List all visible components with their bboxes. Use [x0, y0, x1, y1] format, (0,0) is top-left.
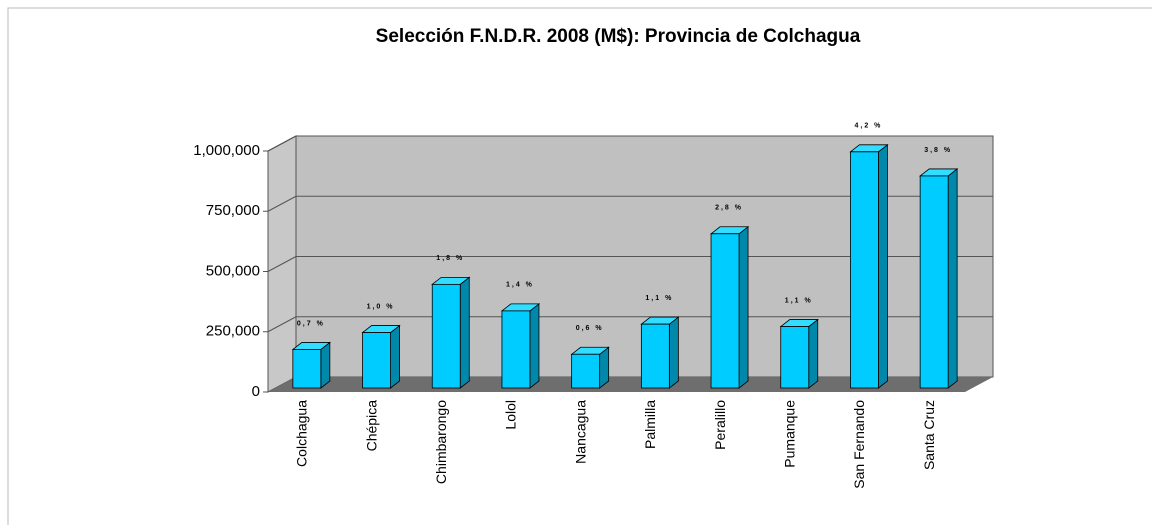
- bar-annotation: 2,8 %: [715, 205, 743, 212]
- bar: [780, 326, 810, 389]
- x-tick-label: Lolol: [503, 400, 519, 430]
- bar-annotation: 1,1 %: [785, 297, 813, 304]
- bar-side: [529, 303, 540, 389]
- bar-annotation: 1,0 %: [367, 303, 395, 310]
- bar: [431, 283, 461, 389]
- bar-side: [878, 144, 888, 389]
- bar-annotation: 1,1 %: [645, 295, 673, 302]
- grid-line: [267, 195, 297, 212]
- frame: [7, 7, 1152, 525]
- bar: [710, 233, 740, 389]
- bar: [571, 353, 601, 389]
- bar-annotation: 3,8 %: [924, 147, 952, 154]
- bar-annotation: 0,7 %: [297, 320, 325, 327]
- bar: [362, 332, 391, 389]
- grid-line: [267, 316, 297, 333]
- bar-side: [459, 276, 470, 389]
- x-tick-label: Colchagua: [294, 400, 310, 467]
- y-tick-label: 0: [252, 383, 260, 400]
- bar-side: [668, 316, 679, 389]
- x-tick-label: San Fernando: [851, 400, 867, 489]
- bar-annotation: 0,6 %: [576, 325, 604, 332]
- bar-annotation: 4,2 %: [854, 123, 882, 130]
- y-tick-label: 250,000: [206, 323, 260, 340]
- y-tick-label: 500,000: [206, 262, 260, 279]
- bar-side: [738, 225, 749, 389]
- bar: [919, 175, 949, 389]
- bar: [850, 151, 879, 389]
- x-tick-label: Peralillo: [712, 400, 728, 450]
- bar-annotation: 1,8 %: [436, 255, 464, 262]
- x-tick-label: Santa Cruz: [921, 400, 937, 470]
- bar-annotation: 1,4 %: [506, 282, 534, 289]
- bar: [501, 310, 531, 389]
- bar-side: [390, 324, 400, 389]
- grid-line: [267, 256, 297, 272]
- chart-title: Selección F.N.D.R. 2008 (M$): Provincia …: [376, 26, 861, 47]
- x-tick-label: Nancagua: [572, 400, 588, 464]
- y-tick-label: 750,000: [206, 202, 260, 219]
- bar-side: [808, 318, 819, 389]
- x-tick-label: Palmilla: [642, 400, 658, 449]
- grid-line: [267, 135, 297, 152]
- x-tick-label: Pumanque: [781, 400, 797, 468]
- x-tick-label: Chimbarongo: [433, 400, 449, 484]
- bar-side: [320, 341, 331, 389]
- y-tick-label: 1,000,000: [193, 142, 260, 159]
- bar: [640, 323, 670, 389]
- bar: [292, 349, 322, 389]
- x-tick-label: Chépica: [363, 400, 379, 452]
- bar-side: [947, 168, 958, 389]
